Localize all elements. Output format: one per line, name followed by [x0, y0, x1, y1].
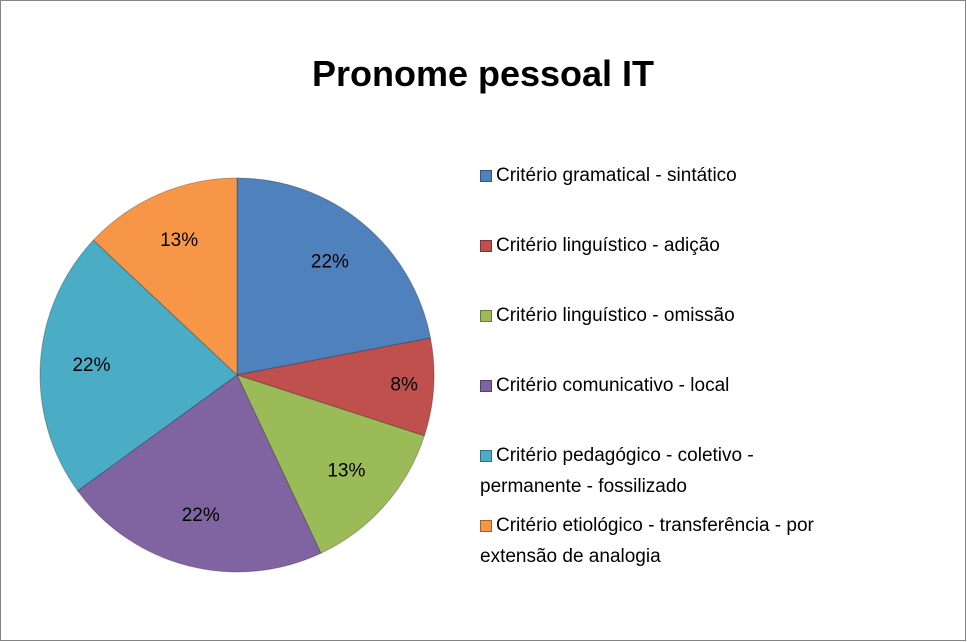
legend-swatch [480, 450, 492, 462]
legend-entry: Critério etiológico - transferência - po… [480, 510, 820, 572]
data-label: 13% [160, 230, 198, 251]
legend-swatch [480, 240, 492, 252]
data-label: 8% [390, 375, 418, 396]
legend-label: Critério gramatical - sintático [496, 165, 737, 186]
legend-entry: Critério linguístico - adição [480, 230, 820, 261]
legend-entry: Critério comunicativo - local [480, 370, 820, 401]
legend-label: Critério etiológico - transferência - po… [480, 515, 814, 567]
data-label: 22% [311, 252, 349, 273]
pie-slice [92, 177, 238, 377]
pie-slice [236, 177, 432, 376]
legend-swatch [480, 170, 492, 182]
data-label: 13% [327, 460, 365, 481]
legend-swatch [480, 520, 492, 532]
legend-entry: Critério linguístico - omissão [480, 300, 820, 331]
legend-label: Critério comunicativo - local [496, 375, 730, 396]
data-label: 22% [72, 355, 110, 376]
legend-swatch [480, 310, 492, 322]
pie-slice [76, 374, 322, 573]
legend-entry: Critério gramatical - sintático [480, 160, 820, 191]
data-label: 22% [182, 505, 220, 526]
legend-label: Critério linguístico - omissão [496, 305, 735, 326]
pie-slice [39, 239, 238, 492]
legend-label: Critério pedagógico - coletivo - permane… [480, 445, 754, 497]
pie-slice [236, 337, 435, 437]
legend-swatch [480, 380, 492, 392]
chart-title: Pronome pessoal IT [312, 53, 654, 94]
legend-entry: Critério pedagógico - coletivo - permane… [480, 440, 820, 502]
pie-slice [236, 374, 425, 554]
legend-label: Critério linguístico - adição [496, 235, 720, 256]
